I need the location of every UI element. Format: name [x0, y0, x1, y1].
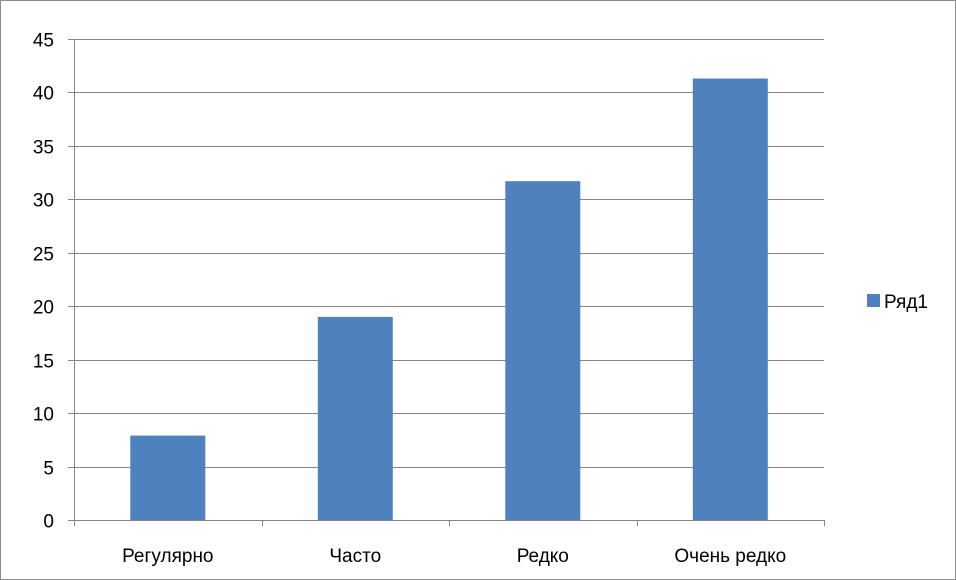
- y-tick-label: 25: [33, 245, 54, 266]
- y-tick-label: 10: [33, 405, 54, 426]
- y-tick-label: 15: [33, 352, 54, 373]
- y-tick-label: 35: [33, 138, 54, 159]
- y-tick-label: 0: [43, 512, 54, 533]
- y-tick-label: 5: [43, 459, 54, 480]
- y-tick-labels: 0 5 10 15 20 25 30 35 40 45: [33, 31, 54, 533]
- x-tick-label: Очень редко: [674, 546, 786, 567]
- y-tick-label: 30: [33, 191, 54, 212]
- gridlines: [74, 39, 824, 468]
- legend-swatch: [867, 294, 880, 307]
- bar-1: [317, 316, 393, 520]
- bar-2: [505, 181, 581, 520]
- axes: [68, 39, 825, 526]
- legend-label: Ряд1: [884, 292, 928, 313]
- y-tick-label: 45: [33, 31, 54, 52]
- bars: [130, 78, 768, 520]
- y-tick-label: 40: [33, 84, 54, 105]
- x-tick-label: Регулярно: [122, 546, 213, 567]
- x-tick-label: Редко: [517, 546, 569, 567]
- x-tick-labels: Регулярно Часто Редко Очень редко: [122, 546, 786, 567]
- bar-0: [130, 435, 206, 520]
- bar-3: [692, 78, 768, 520]
- legend: Ряд1: [867, 292, 928, 313]
- y-tick-label: 20: [33, 298, 54, 319]
- x-tick-label: Часто: [329, 546, 381, 567]
